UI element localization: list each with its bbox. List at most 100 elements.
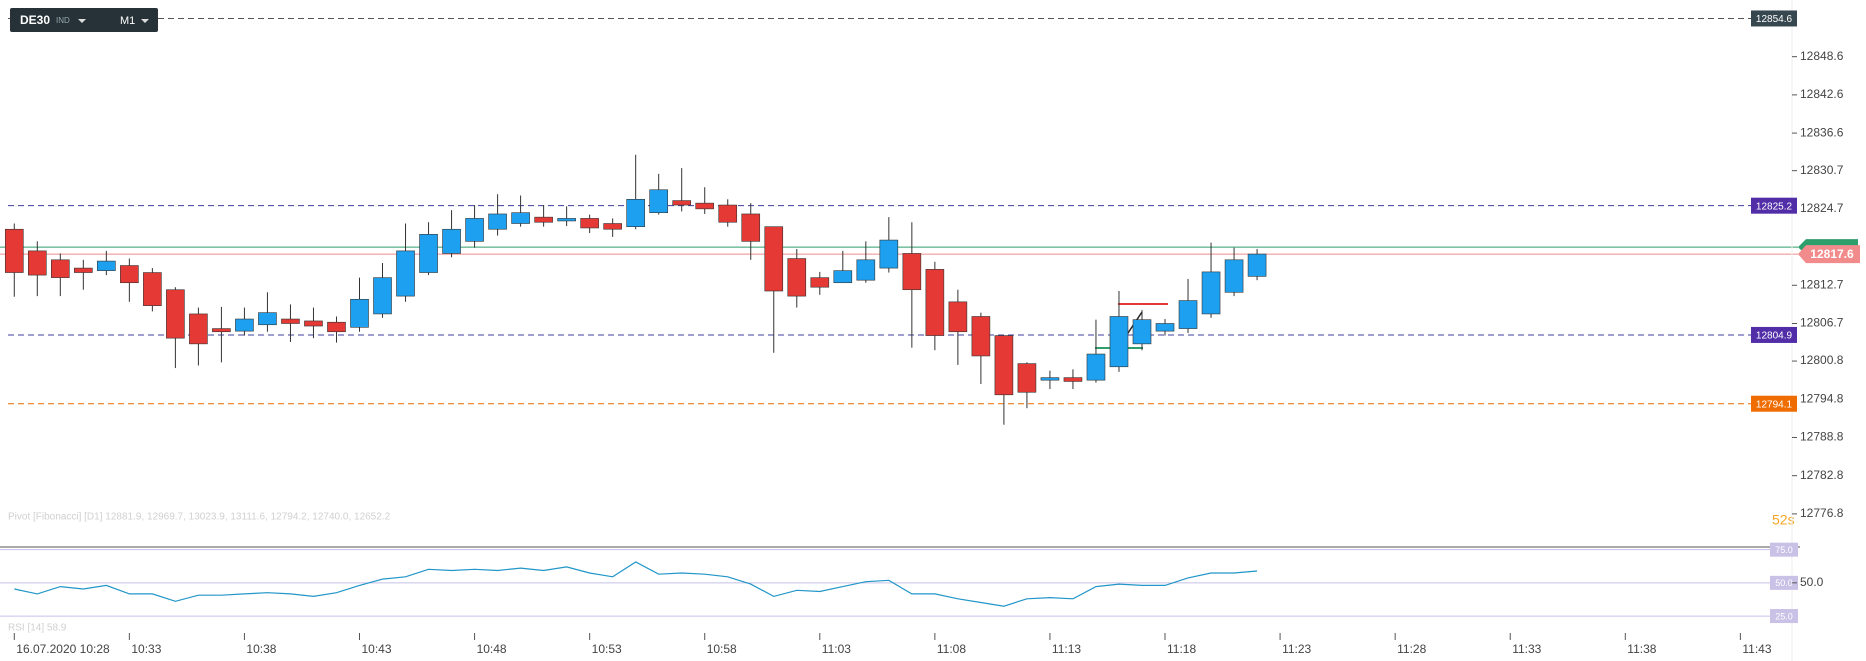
x-tick-label: 10:33 xyxy=(131,642,161,656)
x-tick-label: 10:58 xyxy=(707,642,737,656)
candle-body xyxy=(948,301,968,333)
candle-body xyxy=(557,218,576,222)
level-tag xyxy=(1751,326,1797,343)
symbol[interactable]: DE30 xyxy=(20,13,50,27)
candle-body xyxy=(281,318,300,324)
candle-body xyxy=(419,234,438,273)
candle-body xyxy=(27,250,47,276)
candle-body xyxy=(787,258,807,297)
candle-body xyxy=(442,228,461,254)
y-tick-label: 12824.7 xyxy=(1800,201,1844,215)
x-tick-label: 11:23 xyxy=(1282,642,1311,656)
candle-body xyxy=(626,199,645,227)
x-tick-label: 11:43 xyxy=(1742,642,1771,656)
candle-body xyxy=(925,269,945,336)
candle-body xyxy=(97,260,116,271)
rsi-level-tag xyxy=(1770,575,1798,590)
candle-body xyxy=(1086,353,1106,381)
market: IND xyxy=(56,16,70,25)
y-tick-label: 12812.7 xyxy=(1800,277,1844,291)
candle-body xyxy=(1132,319,1152,345)
candle-body xyxy=(51,259,70,278)
level-tag xyxy=(1751,197,1797,214)
price-tag xyxy=(1798,245,1860,264)
candle-body xyxy=(741,213,761,242)
x-tick-label: 11:18 xyxy=(1167,642,1196,656)
candle-body xyxy=(994,335,1014,396)
y-tick-label: 12836.6 xyxy=(1800,125,1844,139)
y-tick-label: 12788.8 xyxy=(1800,430,1844,444)
y-tick-label: 12848.6 xyxy=(1800,49,1844,63)
candle-body xyxy=(189,313,208,345)
x-tick-label: 11:33 xyxy=(1512,642,1541,656)
candle-body xyxy=(396,250,415,297)
candle-body xyxy=(212,328,231,333)
candle-body xyxy=(511,212,530,224)
dropdown-arrow[interactable] xyxy=(78,19,86,23)
candle-body xyxy=(166,289,185,339)
candle-body xyxy=(603,223,622,230)
candle-body xyxy=(488,213,507,230)
x-tick-label: 10:48 xyxy=(477,642,507,656)
candle-body xyxy=(764,226,784,292)
rsi-level-tag-label: 50.0 xyxy=(1775,578,1793,588)
rsi-line xyxy=(14,561,1258,607)
y-tick-label: 12830.7 xyxy=(1800,163,1844,177)
candle-body xyxy=(1063,377,1083,382)
x-tick-label: 11:08 xyxy=(937,642,966,656)
y-tick-label: 12794.8 xyxy=(1800,391,1844,405)
level-tag xyxy=(1751,395,1797,412)
layer xyxy=(0,17,1798,405)
candle-body xyxy=(373,277,392,315)
candle-body xyxy=(350,298,369,328)
rsi-level-tag xyxy=(1770,609,1798,624)
x-tick-label: 11:28 xyxy=(1397,642,1426,656)
countdown: 52s xyxy=(1772,512,1795,528)
candle-body xyxy=(833,270,853,284)
candle-body xyxy=(672,200,692,206)
rsi-axis-label: 50.0 xyxy=(1800,575,1824,589)
candle-body xyxy=(327,321,346,333)
candle-body xyxy=(1109,316,1129,368)
candle-body xyxy=(971,316,991,357)
candle-body xyxy=(1178,300,1198,329)
pivot-legend: Pivot [Fibonacci] [D1] 12881.9, 12969.7,… xyxy=(8,512,391,523)
x-tick-label: 16.07.2020 10:28 xyxy=(16,642,110,656)
rsi-level-tag xyxy=(1770,542,1798,557)
candle-body xyxy=(1017,363,1037,393)
candle-body xyxy=(235,318,254,332)
level-tag-label: 12804.9 xyxy=(1756,331,1793,342)
candle-body xyxy=(1040,377,1060,381)
candle-body xyxy=(718,204,738,223)
y-tick-label: 12800.8 xyxy=(1800,353,1844,367)
level-tag-label: 12854.6 xyxy=(1756,14,1793,25)
level-tag-label: 12794.1 xyxy=(1756,399,1793,410)
rsi-level-tag-label: 75.0 xyxy=(1775,545,1793,555)
x-tick-label: 10:53 xyxy=(592,642,622,656)
candle-body xyxy=(1155,323,1175,332)
candle-body xyxy=(1247,253,1267,277)
dropdown-arrow[interactable] xyxy=(141,19,149,23)
rsi-legend: RSI [14] 58.9 xyxy=(8,623,67,634)
toolbar: DE30 IND M1 xyxy=(10,8,158,32)
candle-body xyxy=(879,239,899,269)
x-tick-label: 10:43 xyxy=(361,642,391,656)
level-tag-label: 12825.2 xyxy=(1756,201,1793,212)
candle-body xyxy=(304,320,323,327)
level-tag xyxy=(1751,10,1797,27)
x-tick-label: 11:38 xyxy=(1627,642,1656,656)
y-tick-label: 12806.7 xyxy=(1800,316,1844,330)
price-tag-label: 12817.6 xyxy=(1810,247,1854,261)
interval[interactable]: M1 xyxy=(120,15,135,27)
rsi-level-tag-label: 25.0 xyxy=(1775,611,1793,621)
candle-body xyxy=(465,218,484,242)
candle-body xyxy=(810,277,830,288)
candle-body xyxy=(1201,271,1221,315)
x-tick-label: 10:38 xyxy=(246,642,276,656)
candle-body xyxy=(143,272,162,306)
candle-body xyxy=(649,189,668,213)
candle-body xyxy=(856,259,876,281)
candle-body xyxy=(4,228,24,273)
x-tick-label: 11:13 xyxy=(1052,642,1081,656)
